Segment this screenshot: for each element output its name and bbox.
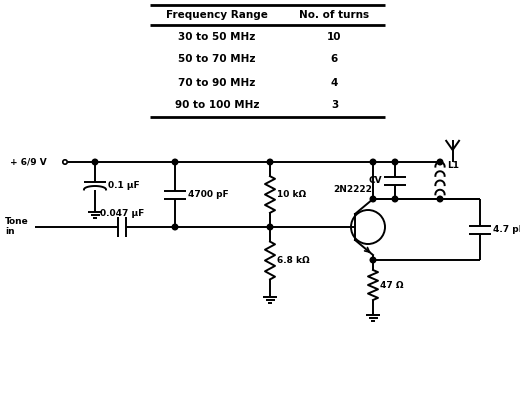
Text: 50 to 70 MHz: 50 to 70 MHz: [178, 55, 256, 65]
Text: in: in: [5, 228, 15, 236]
Circle shape: [437, 196, 443, 202]
Circle shape: [172, 224, 178, 230]
Circle shape: [392, 196, 398, 202]
Text: L1: L1: [447, 161, 459, 170]
Text: 4.7 pF: 4.7 pF: [493, 225, 520, 234]
Text: Tone: Tone: [5, 218, 29, 226]
Text: 2N2222: 2N2222: [333, 184, 372, 194]
Text: 0.1 µF: 0.1 µF: [108, 181, 140, 190]
Text: Frequency Range: Frequency Range: [166, 10, 268, 20]
Text: + 6/9 V: + 6/9 V: [10, 158, 47, 166]
Text: 70 to 90 MHz: 70 to 90 MHz: [178, 78, 256, 87]
Text: 10 kΩ: 10 kΩ: [277, 190, 306, 199]
Text: CV: CV: [368, 176, 382, 185]
Text: 4700 pF: 4700 pF: [188, 190, 229, 199]
Text: 6.8 kΩ: 6.8 kΩ: [277, 256, 309, 265]
Circle shape: [92, 159, 98, 165]
Circle shape: [370, 257, 376, 263]
Circle shape: [370, 159, 376, 165]
Text: 30 to 50 MHz: 30 to 50 MHz: [178, 32, 256, 42]
Circle shape: [370, 196, 376, 202]
Text: 10: 10: [327, 32, 342, 42]
Circle shape: [267, 159, 273, 165]
Circle shape: [267, 224, 273, 230]
Circle shape: [437, 159, 443, 165]
Circle shape: [392, 159, 398, 165]
Text: 4: 4: [331, 78, 338, 87]
Text: 3: 3: [331, 100, 338, 110]
Text: 47 Ω: 47 Ω: [380, 281, 404, 289]
Text: 0.047 µF: 0.047 µF: [100, 210, 144, 218]
Text: 90 to 100 MHz: 90 to 100 MHz: [175, 100, 259, 110]
Text: 6: 6: [331, 55, 338, 65]
Circle shape: [172, 159, 178, 165]
Text: No. of turns: No. of turns: [300, 10, 370, 20]
